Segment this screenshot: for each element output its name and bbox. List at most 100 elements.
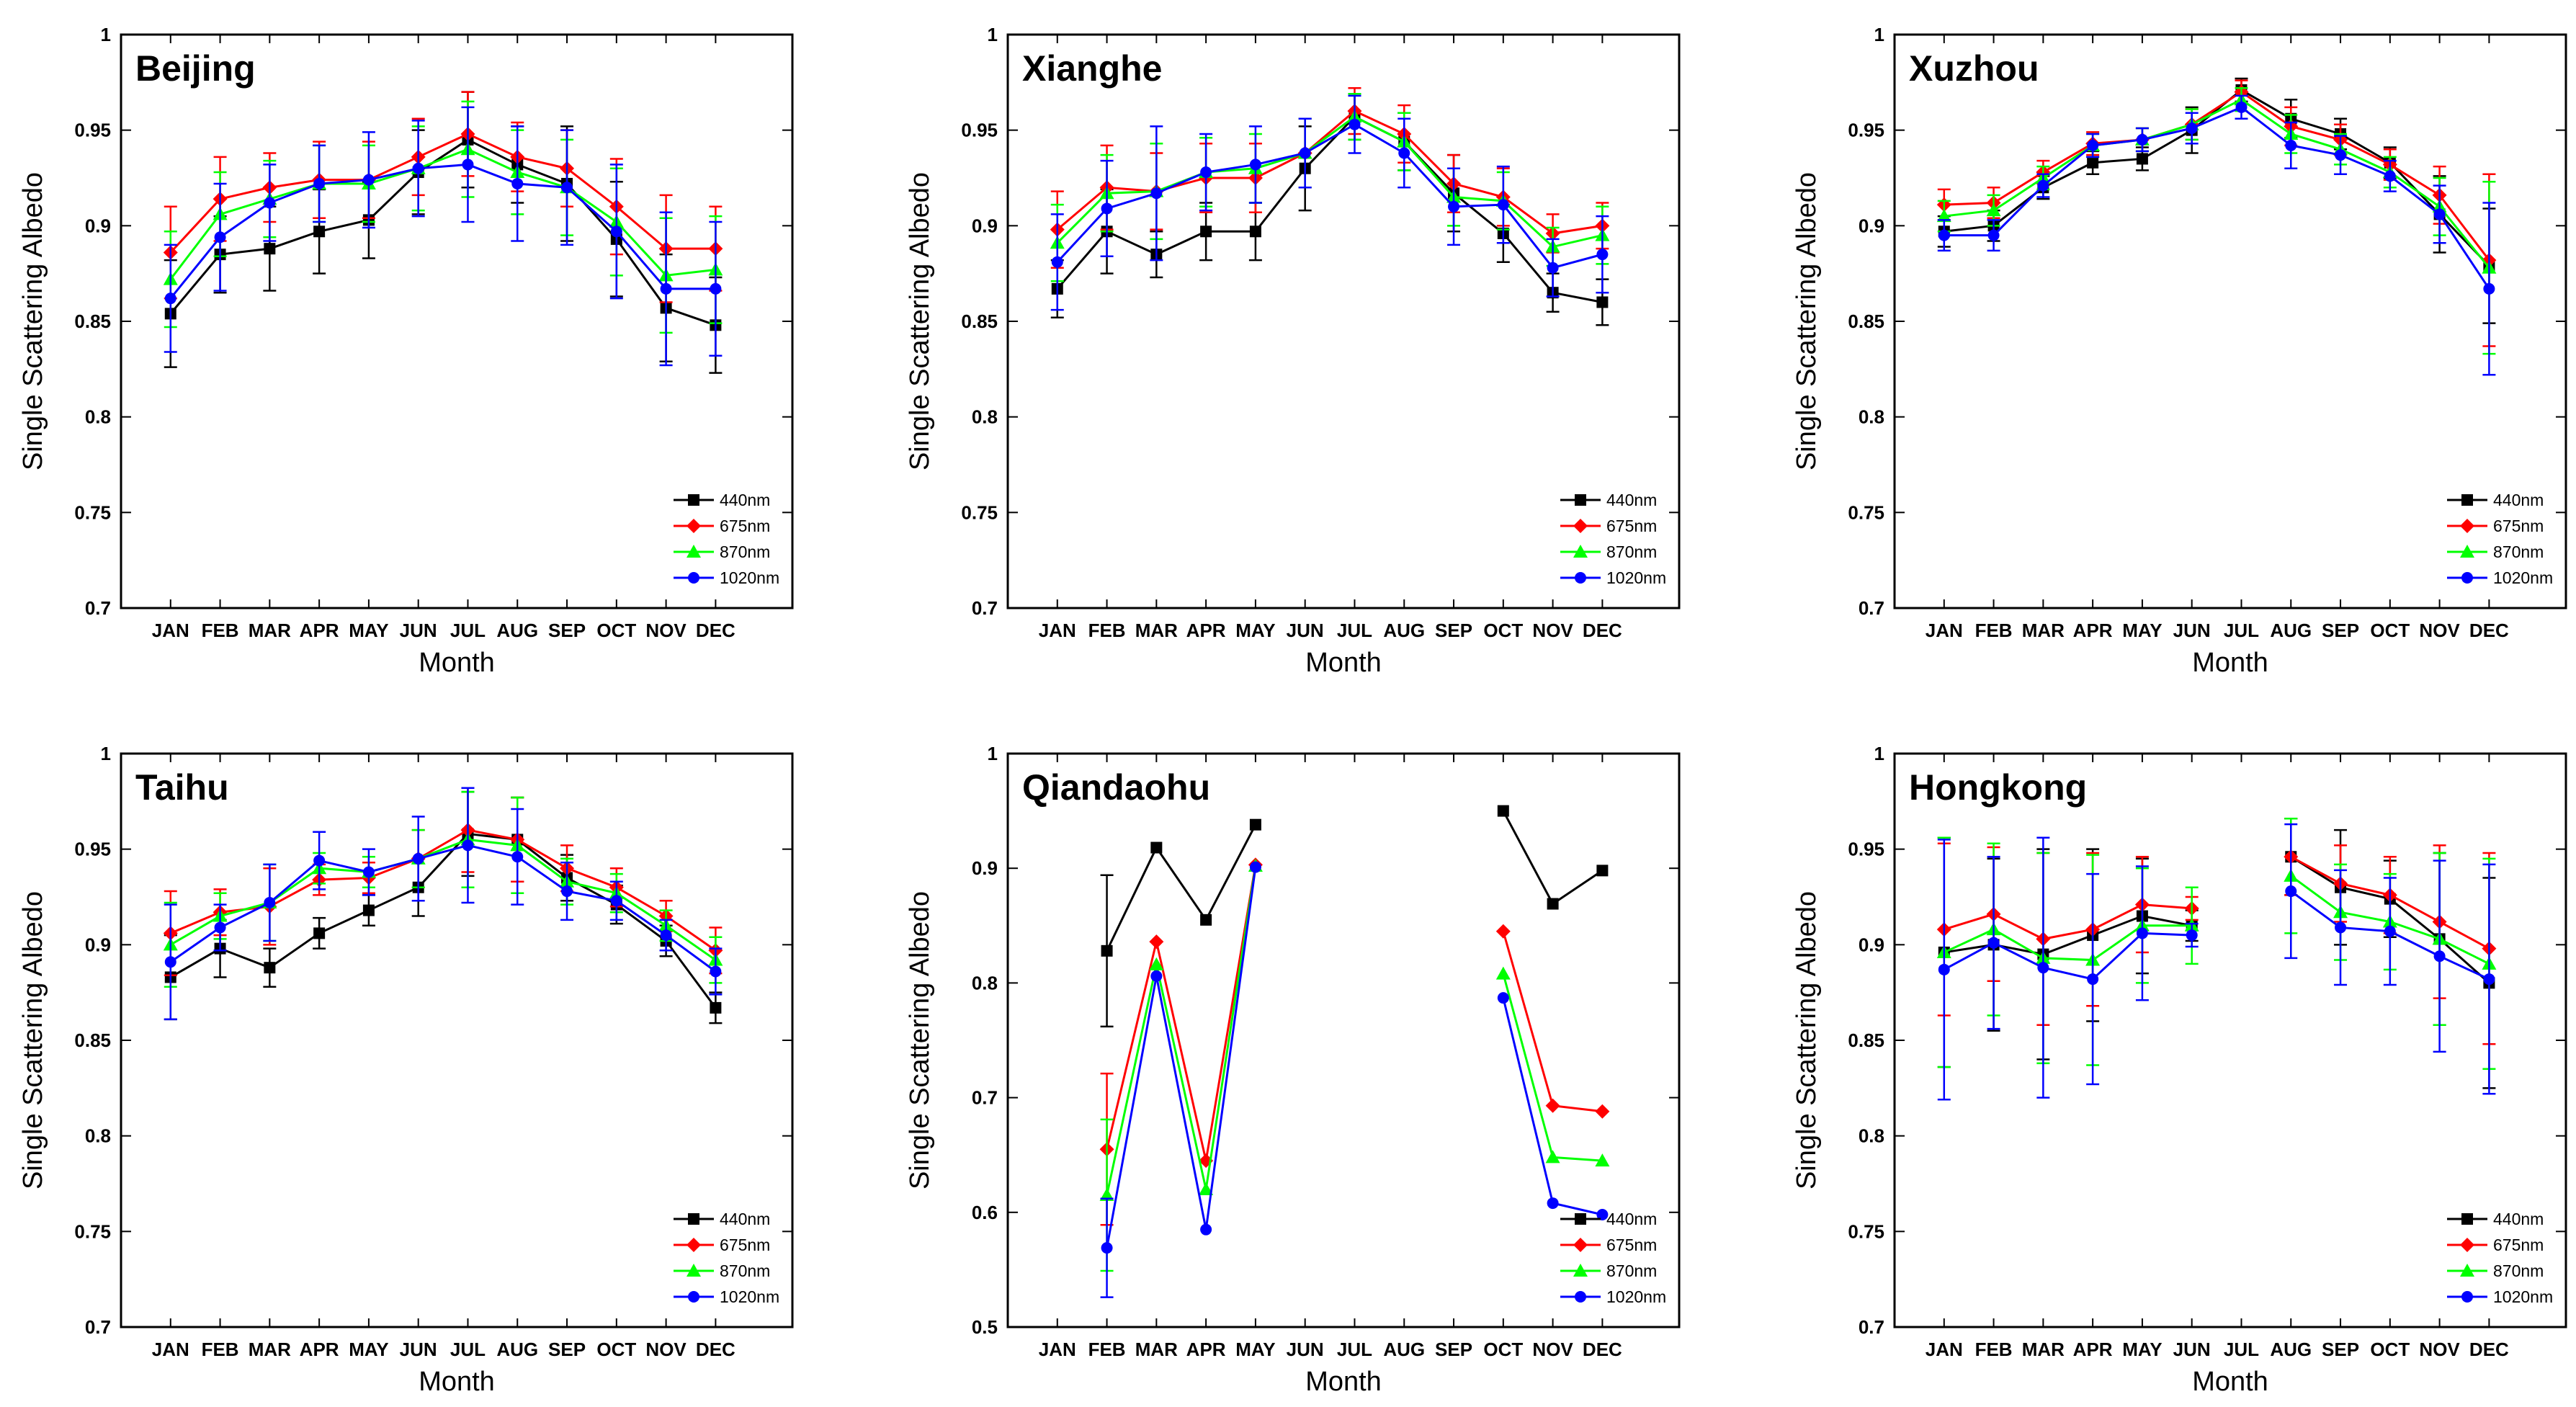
y-tick-label: 0.95 <box>74 839 111 860</box>
data-point <box>2235 101 2248 113</box>
x-axis-title: Month <box>419 1367 495 1397</box>
series-line <box>1502 973 1603 1162</box>
y-tick-label: 0.85 <box>1848 1029 1884 1051</box>
data-point <box>561 182 573 194</box>
y-tick-label: 1 <box>1874 743 1884 764</box>
data-point <box>313 927 326 939</box>
x-tick-label: OCT <box>1483 620 1523 641</box>
data-point <box>1547 262 1559 274</box>
x-tick-label: APR <box>2073 620 2113 641</box>
y-tick-label: 0.7 <box>972 1087 998 1109</box>
y-tick-label: 1 <box>1874 24 1884 45</box>
data-point <box>2136 133 2148 146</box>
x-tick-label: SEP <box>1435 620 1472 641</box>
legend-label: 870nm <box>2493 542 2544 561</box>
x-tick-label: DEC <box>2469 1339 2509 1360</box>
x-tick-label: NOV <box>645 620 687 641</box>
legend-marker <box>1575 494 1586 506</box>
x-tick-label: JUL <box>450 1339 486 1360</box>
panel-taihu: 0.7 0.75 0.8 0.85 0.9 0.95 1 JAN FEB MAR APR MAY JUN… <box>18 743 794 1397</box>
x-tick-label: DEC <box>696 1339 735 1360</box>
y-tick-label: 0.85 <box>1848 311 1884 332</box>
series-line <box>1944 914 2192 956</box>
series-line <box>1106 867 1257 1249</box>
x-tick-label: AUG <box>496 620 538 641</box>
x-tick-label: APR <box>1186 620 1226 641</box>
data-point <box>1936 209 1951 223</box>
legend: 440nm 675nm 870nm 1020nm <box>2447 491 2553 587</box>
x-tick-label: JUN <box>1287 620 1324 641</box>
data-point <box>1595 1104 1610 1119</box>
series-440nm <box>1937 77 2496 324</box>
x-tick-label: FEB <box>1975 620 2013 641</box>
series-675nm <box>163 787 723 977</box>
series-line <box>1106 865 1257 1196</box>
y-tick-label: 1 <box>101 743 111 764</box>
legend-marker <box>2460 519 2474 533</box>
series-line <box>169 148 716 280</box>
data-point <box>1497 992 1509 1004</box>
legend-label: 1020nm <box>1606 1287 1666 1306</box>
legend-label: 870nm <box>1606 542 1657 561</box>
data-point <box>1547 898 1559 910</box>
y-tick-label: 0.85 <box>74 311 111 332</box>
y-tick-label: 0.8 <box>972 406 998 428</box>
data-point <box>1101 202 1113 215</box>
x-tick-label: SEP <box>548 1339 586 1360</box>
data-point <box>2433 950 2446 962</box>
data-point <box>1545 1098 1560 1113</box>
x-tick-label: NOV <box>1532 620 1573 641</box>
legend-marker <box>687 1264 701 1277</box>
legend-label: 870nm <box>720 1261 770 1280</box>
data-point <box>1149 957 1164 970</box>
series-line <box>1502 931 1603 1113</box>
y-axis-title: Single Scattering Albedo <box>1792 891 1822 1189</box>
x-tick-label: JAN <box>152 620 189 641</box>
data-point <box>1547 1197 1559 1210</box>
y-tick-label: 0.9 <box>972 215 998 236</box>
data-point <box>462 839 474 852</box>
x-axis-title: Month <box>1305 648 1382 678</box>
data-point <box>610 225 622 238</box>
legend-label: 1020nm <box>720 1287 779 1306</box>
data-point <box>264 896 276 908</box>
data-point <box>214 231 226 244</box>
data-point <box>1497 805 1509 817</box>
series-line <box>1502 810 1604 906</box>
data-point <box>2037 179 2049 192</box>
legend-label: 1020nm <box>2493 568 2553 587</box>
series-line <box>1944 98 2490 269</box>
x-tick-label: NOV <box>1532 1339 1573 1360</box>
data-point <box>1199 1182 1214 1195</box>
data-point <box>264 197 276 209</box>
data-point <box>1596 1208 1609 1220</box>
x-tick-label: MAY <box>349 620 388 641</box>
y-tick-label: 0.85 <box>74 1029 111 1051</box>
x-tick-label: DEC <box>2469 620 2509 641</box>
legend-marker <box>2461 1291 2473 1303</box>
data-point <box>1101 1242 1113 1254</box>
series-675nm <box>1099 857 1610 1226</box>
panel-beijing: 0.7 0.75 0.8 0.85 0.9 0.95 1 JAN FEB MAR APR MAY JUN… <box>18 24 794 678</box>
data-point <box>710 965 722 978</box>
data-point <box>511 851 524 863</box>
x-tick-label: NOV <box>2419 1339 2460 1360</box>
x-tick-label: OCT <box>1483 1339 1523 1360</box>
series-line <box>1056 115 1603 303</box>
series-line <box>170 838 717 961</box>
panel-hongkong: 0.7 0.75 0.8 0.85 0.9 0.95 1 JAN FEB MAR APR MAY JUN… <box>1792 743 2567 1397</box>
x-tick-label: OCT <box>2370 1339 2410 1360</box>
data-point <box>2483 282 2495 295</box>
data-point <box>214 921 226 934</box>
data-point <box>1150 841 1163 854</box>
y-tick-label: 0.75 <box>74 501 111 523</box>
x-tick-label: MAY <box>2122 1339 2162 1360</box>
x-tick-label: MAY <box>349 1339 388 1360</box>
x-tick-label: MAY <box>2122 620 2162 641</box>
x-tick-label: JUN <box>2173 620 2211 641</box>
data-point <box>1987 229 2000 241</box>
legend-label: 1020nm <box>2493 1287 2553 1306</box>
x-tick-label: FEB <box>202 620 239 641</box>
legend-marker <box>688 572 699 584</box>
data-point <box>2087 973 2099 986</box>
